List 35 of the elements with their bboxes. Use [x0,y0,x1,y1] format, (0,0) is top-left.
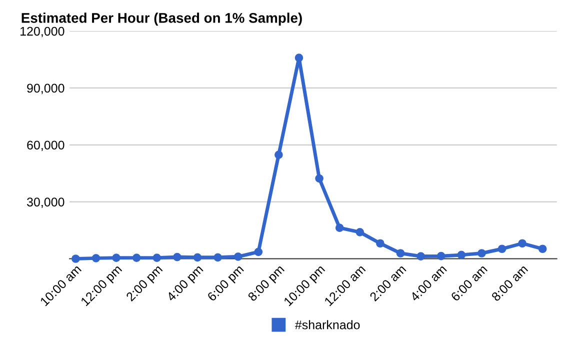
x-tick-label: 6:00 am [450,264,488,302]
point [457,250,466,260]
point [538,244,547,254]
x-tick-label: 6:00 pm [206,264,246,304]
point [234,252,242,261]
point [112,254,120,262]
point [214,253,222,262]
point [335,224,344,232]
y-tick-label: 120,000 [20,26,64,38]
y-tick-label: 30,000 [26,198,64,208]
point [173,252,182,262]
point [132,254,141,262]
point [152,254,162,262]
point [254,248,263,256]
point [396,249,405,258]
point [315,174,324,183]
point [274,150,283,159]
point [416,252,425,260]
y-tick-label: 90,000 [27,84,64,94]
chart-title: Estimated Per Hour (Based on 1% Sample) [22,12,302,26]
y-tick-label: 60,000 [27,140,64,152]
point [294,54,304,62]
point [498,244,506,254]
point [356,228,364,236]
point [72,254,80,263]
point [478,249,486,258]
point [376,239,384,248]
x-tick-label: 4:00 am [410,264,447,302]
point [193,253,202,262]
point [92,254,100,262]
x-tick-label: 4:00 pm [166,264,206,304]
legend-label: #sharknado [294,320,360,330]
x-tick-label: 8:00 am [490,264,528,302]
point [518,239,526,248]
point [436,252,446,260]
